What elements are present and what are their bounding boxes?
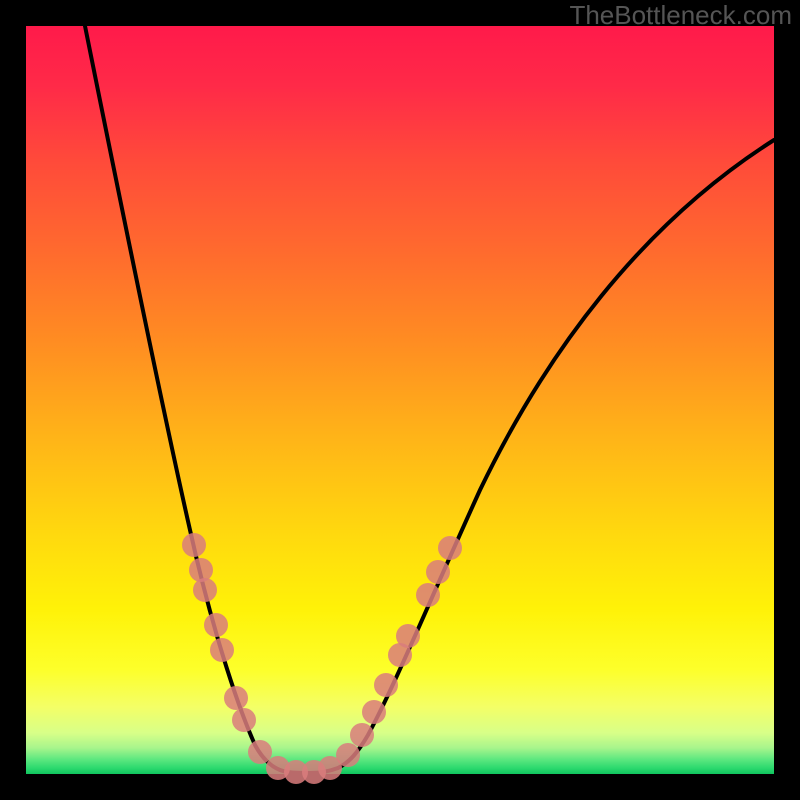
watermark-text: TheBottleneck.com [569,0,792,31]
data-marker [182,533,206,557]
bottleneck-chart [0,0,800,800]
data-marker [189,558,213,582]
data-marker [232,708,256,732]
data-marker [416,583,440,607]
data-marker [210,638,234,662]
data-marker [438,536,462,560]
data-marker [362,700,386,724]
data-marker [396,624,420,648]
data-marker [204,613,228,637]
chart-container: TheBottleneck.com [0,0,800,800]
data-marker [374,673,398,697]
data-marker [350,723,374,747]
data-marker [426,560,450,584]
data-marker [336,743,360,767]
data-marker [248,740,272,764]
data-marker [224,686,248,710]
data-marker [193,578,217,602]
